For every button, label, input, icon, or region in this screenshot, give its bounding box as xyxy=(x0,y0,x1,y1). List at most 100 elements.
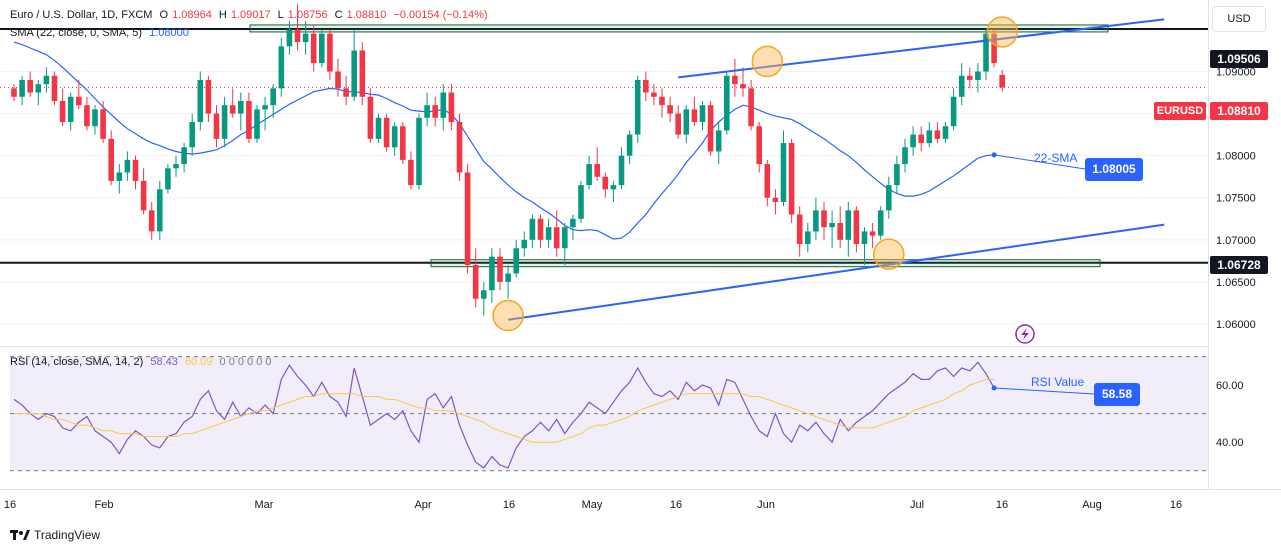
candle[interactable] xyxy=(197,71,204,131)
candle[interactable] xyxy=(148,201,155,240)
candle[interactable] xyxy=(975,63,981,93)
candle[interactable] xyxy=(570,214,576,240)
candle[interactable] xyxy=(942,122,949,144)
candle[interactable] xyxy=(715,122,722,165)
candle[interactable] xyxy=(270,84,276,118)
candle[interactable] xyxy=(294,4,301,51)
candle[interactable] xyxy=(391,122,398,156)
candle[interactable] xyxy=(829,210,835,249)
candle[interactable] xyxy=(408,151,414,190)
resistance-zone[interactable] xyxy=(249,24,1109,33)
candle[interactable] xyxy=(11,84,17,101)
candle[interactable] xyxy=(764,159,771,207)
candle[interactable] xyxy=(999,69,1005,92)
candle[interactable] xyxy=(691,96,698,127)
candle[interactable] xyxy=(205,75,212,123)
candle[interactable] xyxy=(780,130,787,207)
candle[interactable] xyxy=(213,105,220,148)
candle[interactable] xyxy=(950,88,957,131)
candle[interactable] xyxy=(772,189,779,215)
candle[interactable] xyxy=(958,63,965,106)
candle[interactable] xyxy=(967,67,973,89)
candle[interactable] xyxy=(472,248,479,308)
candle[interactable] xyxy=(618,147,625,190)
candle[interactable] xyxy=(310,25,317,72)
candle[interactable] xyxy=(76,79,82,110)
candle[interactable] xyxy=(983,29,989,80)
candle[interactable] xyxy=(140,168,147,215)
candle[interactable] xyxy=(562,222,568,266)
candle[interactable] xyxy=(327,29,333,80)
candle[interactable] xyxy=(100,100,106,144)
candle[interactable] xyxy=(659,88,665,118)
candle[interactable] xyxy=(432,96,438,127)
candle[interactable] xyxy=(254,105,260,144)
candle[interactable] xyxy=(748,79,754,131)
candle[interactable] xyxy=(675,105,681,139)
candle[interactable] xyxy=(991,29,997,68)
candle[interactable] xyxy=(740,67,746,97)
candle[interactable] xyxy=(221,96,228,148)
candle[interactable] xyxy=(886,176,892,219)
support-zone[interactable] xyxy=(430,259,1101,268)
candle[interactable] xyxy=(610,180,617,202)
candle[interactable] xyxy=(497,248,503,291)
candle[interactable] xyxy=(35,79,42,106)
candle[interactable] xyxy=(683,105,690,144)
tradingview-logo[interactable]: TradingView xyxy=(10,528,100,542)
candle[interactable] xyxy=(424,92,430,127)
candle[interactable] xyxy=(59,88,66,127)
candle[interactable] xyxy=(910,126,916,156)
candle[interactable] xyxy=(351,29,357,101)
candle[interactable] xyxy=(821,201,827,240)
currency-button[interactable]: USD xyxy=(1212,6,1266,32)
candle[interactable] xyxy=(813,197,819,240)
candle[interactable] xyxy=(51,71,58,106)
candle[interactable] xyxy=(756,122,762,173)
candle[interactable] xyxy=(732,58,738,97)
candle[interactable] xyxy=(853,206,860,253)
candle[interactable] xyxy=(796,206,803,257)
candle[interactable] xyxy=(699,100,706,131)
candle[interactable] xyxy=(489,248,495,303)
candle[interactable] xyxy=(367,88,374,144)
candle[interactable] xyxy=(634,75,641,144)
rsi-ma-line[interactable] xyxy=(14,378,995,443)
candle[interactable] xyxy=(877,206,884,240)
candle[interactable] xyxy=(902,138,908,173)
candle[interactable] xyxy=(505,265,511,299)
candle[interactable] xyxy=(108,130,114,186)
candle[interactable] xyxy=(67,92,74,131)
candle[interactable] xyxy=(594,147,600,181)
candle[interactable] xyxy=(578,180,584,223)
candle[interactable] xyxy=(43,67,50,93)
candle[interactable] xyxy=(416,113,422,190)
candle[interactable] xyxy=(448,84,455,131)
candle[interactable] xyxy=(651,84,657,106)
sma-line[interactable] xyxy=(13,41,995,240)
candle[interactable] xyxy=(513,239,519,278)
candle[interactable] xyxy=(181,143,187,173)
upper-trendline[interactable] xyxy=(678,18,1165,79)
candle[interactable] xyxy=(934,122,941,144)
candle[interactable] xyxy=(343,75,349,106)
candle[interactable] xyxy=(553,210,560,257)
candle[interactable] xyxy=(894,155,900,194)
candle[interactable] xyxy=(805,222,811,253)
candle[interactable] xyxy=(545,218,552,249)
sma-legend[interactable]: SMA (22, close, 0, SMA, 5) 1.08000 xyxy=(10,27,193,39)
candle[interactable] xyxy=(262,96,268,131)
candle[interactable] xyxy=(229,88,236,118)
candle[interactable] xyxy=(375,113,382,144)
candle[interactable] xyxy=(116,164,123,194)
trendlines-layer[interactable] xyxy=(507,18,1165,321)
candle[interactable] xyxy=(456,113,463,181)
candle[interactable] xyxy=(926,122,933,148)
candle[interactable] xyxy=(383,113,390,152)
candle[interactable] xyxy=(27,71,33,97)
rsi-line[interactable] xyxy=(13,361,995,469)
candle[interactable] xyxy=(286,21,293,55)
rsi-legend[interactable]: RSI (14, close, SMA, 14, 2) 58.43 60.09 … xyxy=(10,356,276,368)
candle[interactable] xyxy=(84,96,90,131)
candle[interactable] xyxy=(400,122,406,165)
